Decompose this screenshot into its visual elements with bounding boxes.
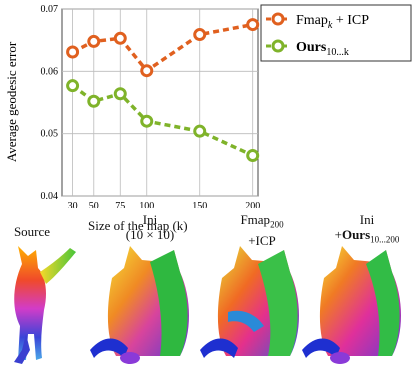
x-tick-label: 30 (68, 201, 78, 208)
source-cat-body (14, 246, 46, 360)
ours-cat-tail (302, 338, 340, 358)
y-tick-label: 0.07 (41, 4, 59, 15)
legend-marker-fmap (271, 12, 285, 26)
data-point-1 (113, 87, 127, 101)
shape-correspondence-row: Source Ini (10 × 10) Fmap200 +ICP Ini +O… (0, 208, 416, 370)
data-point-1 (140, 114, 154, 128)
legend-marker-ours (271, 39, 285, 53)
grid (62, 8, 258, 197)
ini-cat-paw (120, 352, 140, 364)
data-point-0 (193, 28, 207, 42)
caption-fmap: Fmap200 +ICP (240, 212, 284, 248)
chart: 0.04 0.05 0.06 0.07 30 50 75 100 150 200 Average… (4, 4, 412, 208)
caption-source: Source (13, 224, 51, 239)
ini-cat-tail (90, 338, 128, 358)
x-axis-label: Size of the map (k) (88, 218, 188, 233)
x-tick-label: 100 (139, 201, 154, 208)
legend: Fmapk + ICP Ours10...k (260, 4, 412, 62)
data-point-0 (113, 31, 127, 45)
y-axis-label: Average geodesic error (4, 41, 19, 162)
caption-ini: Ini (10 × 10) (125, 212, 175, 242)
data-point-0 (140, 64, 154, 78)
fmap-cat-tail (200, 338, 238, 358)
ours-cat-render (302, 246, 401, 364)
x-axis: 30 50 75 100 150 200 (68, 201, 261, 208)
source-cat-leg (14, 334, 30, 364)
y-axis: 0.04 0.05 0.06 0.07 (41, 4, 59, 202)
ini-cat-green-region (150, 250, 188, 356)
data-point-1 (246, 148, 260, 162)
data-point-0 (87, 34, 101, 48)
series-line-1 (71, 84, 254, 158)
data-point-0 (66, 45, 80, 59)
y-tick-label: 0.04 (41, 191, 59, 202)
fmap-cat-error-patch (228, 310, 264, 332)
y-tick-label: 0.05 (41, 129, 59, 140)
x-tick-label: 50 (89, 201, 99, 208)
x-tick-label: 150 (192, 201, 207, 208)
data-point-1 (87, 94, 101, 108)
source-cat-arm (40, 248, 76, 284)
source-cat-render (14, 246, 76, 364)
ours-cat-green-region (366, 250, 400, 356)
legend-label-ours: Ours10...k (296, 40, 349, 58)
fmap-cat-green-region (258, 250, 298, 356)
fmap-cat-render (200, 246, 299, 358)
ini-cat-render (90, 246, 189, 364)
x-tick-label: 200 (245, 201, 260, 208)
data-point-0 (246, 18, 260, 32)
ours-cat-paw (330, 352, 350, 364)
x-tick-label: 75 (115, 201, 125, 208)
data-point-1 (193, 124, 207, 138)
caption-ours: Ini +Ours10...200 (334, 212, 400, 245)
y-tick-label: 0.06 (41, 66, 59, 77)
series-line-0 (71, 22, 254, 74)
legend-label-fmap: Fmapk + ICP (296, 13, 369, 31)
series-group (66, 18, 260, 162)
data-point-1 (66, 79, 80, 93)
legend-box (260, 4, 412, 62)
